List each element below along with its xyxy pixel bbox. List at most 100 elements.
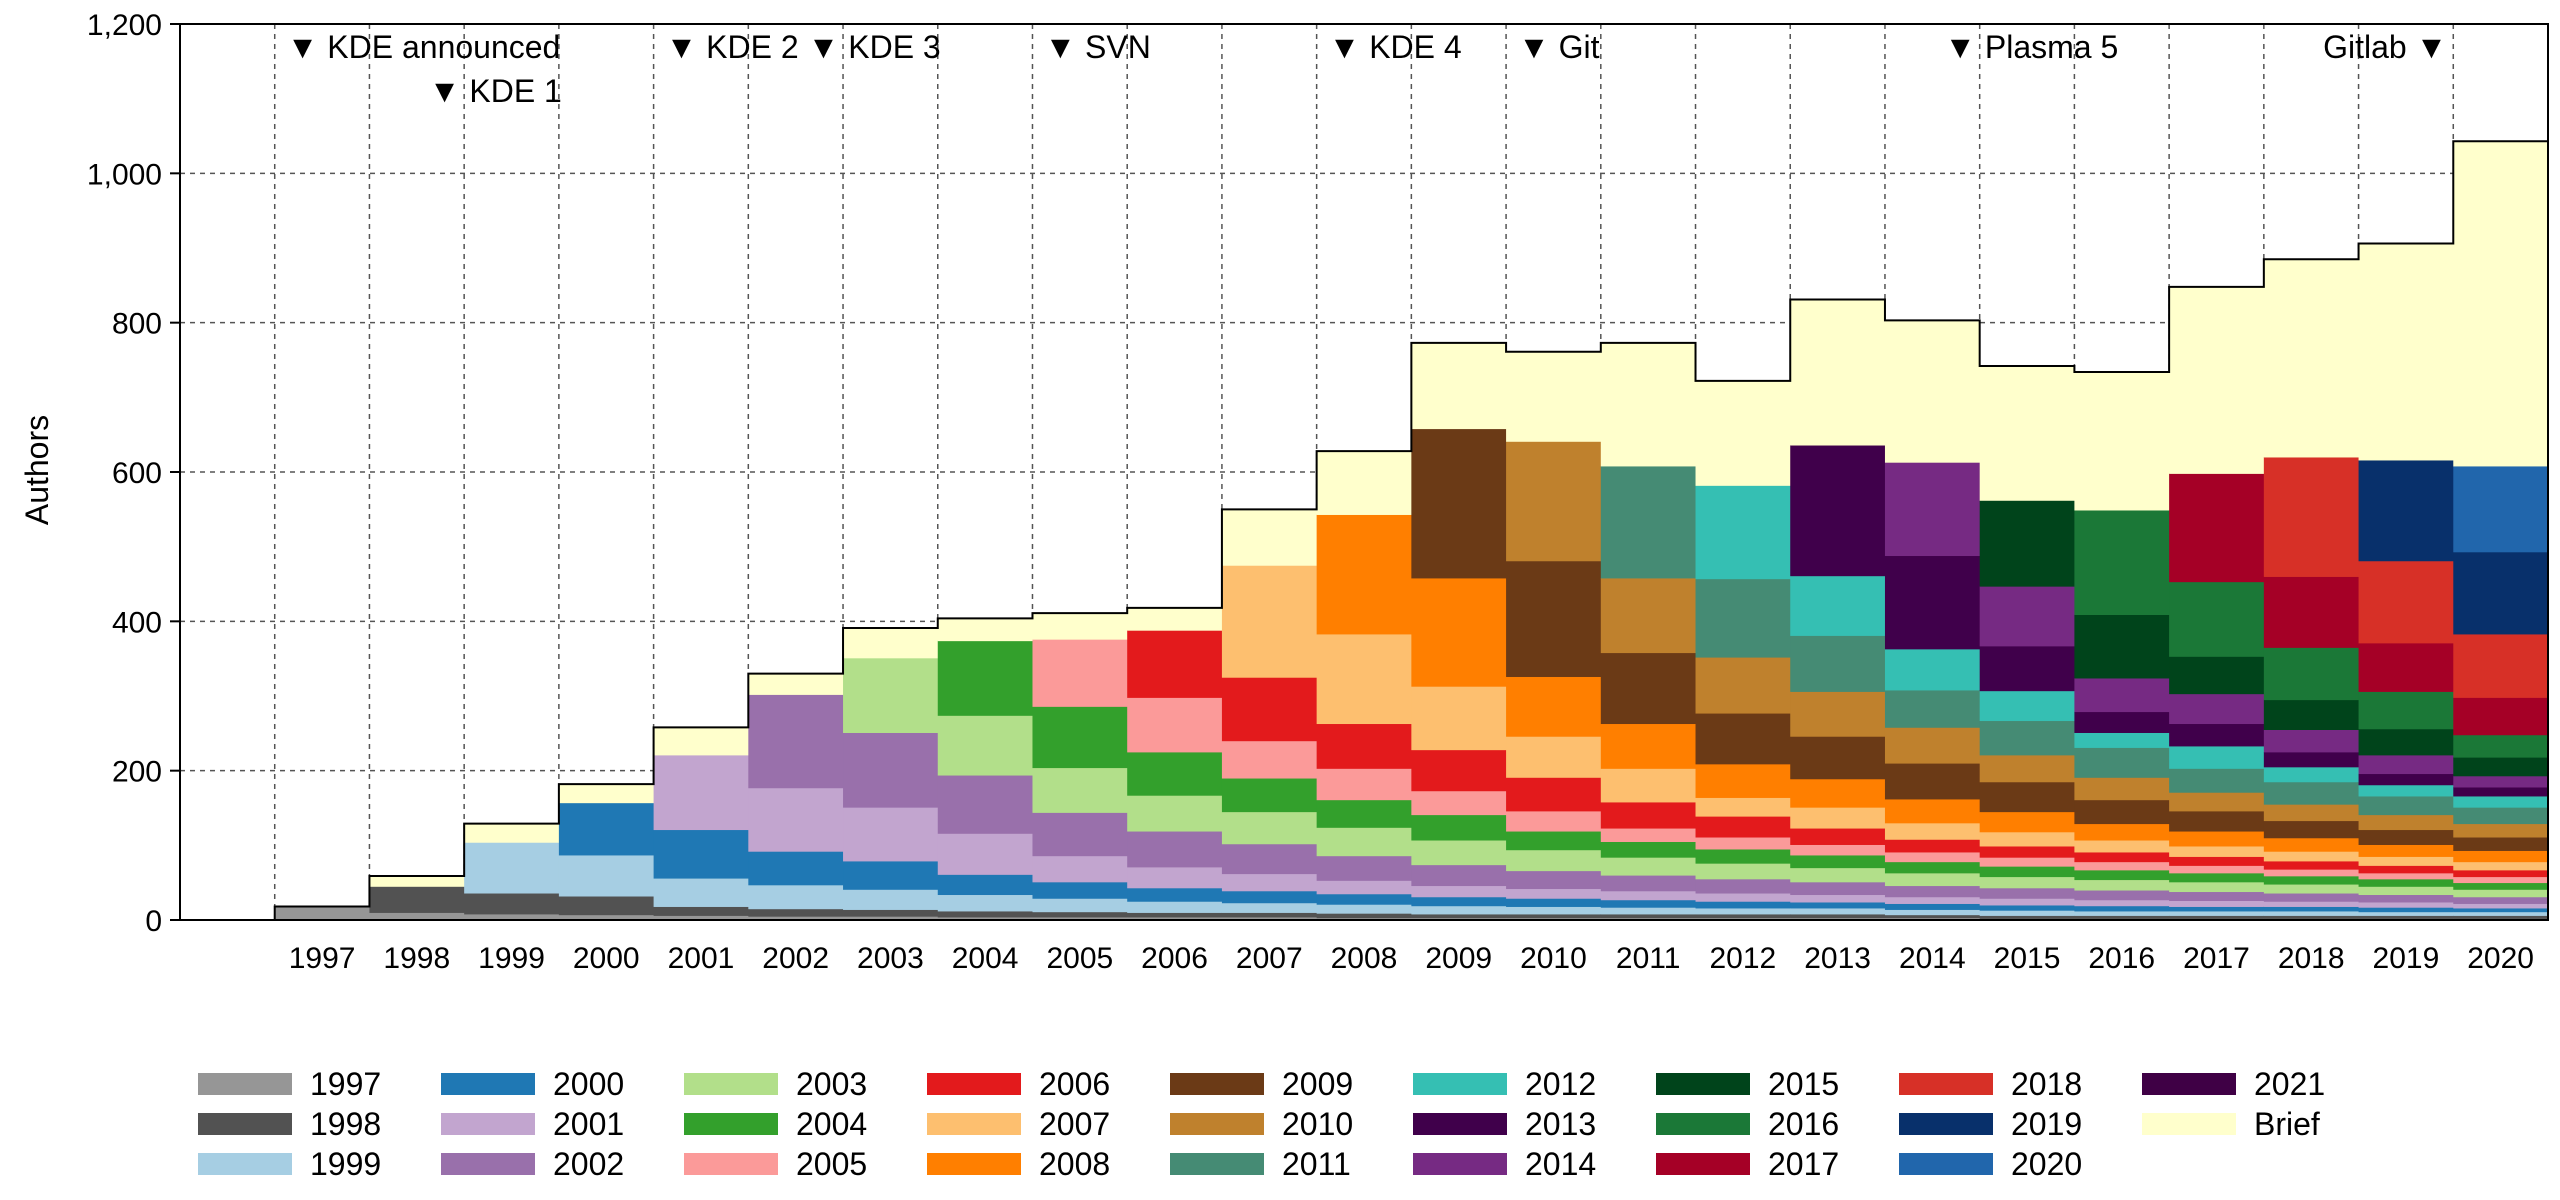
bar-segment — [2453, 551, 2549, 635]
bar-segment — [1221, 843, 1318, 875]
legend-swatch — [2142, 1073, 2236, 1095]
bar-segment — [937, 715, 1034, 776]
bar-segment — [1032, 613, 1128, 640]
bar-segment — [1506, 898, 1602, 907]
bar-segment — [2358, 728, 2454, 756]
bar-segment — [937, 640, 1034, 716]
bar-segment — [1411, 342, 1507, 430]
bar-segment — [653, 878, 749, 907]
bar-segment — [558, 896, 655, 916]
x-tick-label: 2003 — [857, 942, 924, 975]
x-tick-label: 2014 — [1899, 942, 1966, 975]
bar-segment — [1790, 445, 1886, 577]
legend-swatch — [198, 1073, 292, 1095]
bar-segment — [2169, 831, 2265, 847]
bar-segment — [2074, 732, 2170, 748]
legend-swatch — [1170, 1113, 1264, 1135]
bar-segment — [1884, 822, 1981, 840]
annotation-label: ▼ KDE 4 — [1329, 29, 1462, 65]
bar-segment — [1506, 676, 1602, 737]
bar-segment — [1127, 901, 1223, 913]
annotations: ▼ KDE announced ▼ KDE 1 ▼ KDE 2 ▼ KDE 3 ▼ SV… — [287, 29, 2448, 109]
legend-swatch — [441, 1153, 535, 1175]
bar-segment — [1979, 720, 2075, 756]
legend-label: 2013 — [1525, 1106, 1596, 1142]
x-tick-label: 2009 — [1425, 942, 1492, 975]
bar-segment — [653, 727, 749, 756]
bar-segment — [369, 912, 465, 921]
annotation-label: Gitlab ▼ — [2323, 29, 2447, 65]
bar-segment — [1316, 913, 1412, 919]
bar-segment — [1411, 686, 1507, 751]
bar-segment — [1411, 905, 1507, 915]
x-tick-label: 2012 — [1710, 942, 1777, 975]
bar-segment — [1316, 904, 1412, 914]
x-tick-label: 2020 — [2467, 942, 2534, 975]
bar-segment — [1221, 902, 1318, 913]
bar-segment — [1600, 768, 1697, 803]
bar-segment — [1127, 866, 1223, 889]
bar-segment — [2453, 896, 2549, 904]
bar-segment — [748, 908, 844, 917]
bar-segment — [2074, 899, 2170, 907]
x-tick-label: 2000 — [573, 942, 640, 975]
bar-segment — [1790, 855, 1886, 869]
bar-segment — [1979, 876, 2075, 889]
bar-segment — [2074, 890, 2170, 901]
bar-segment — [1127, 887, 1223, 902]
bar-segment — [2074, 915, 2170, 919]
bar-segment — [2169, 872, 2265, 883]
legend-label: 2002 — [553, 1146, 624, 1182]
bar-segment — [558, 802, 655, 856]
bar-segment — [1411, 885, 1507, 898]
bar-segment — [2169, 473, 2265, 583]
bar-segment — [2358, 560, 2454, 644]
bar-segment — [843, 628, 939, 659]
y-tick-label: 400 — [112, 606, 162, 639]
legend-swatch — [1656, 1153, 1750, 1175]
bar-segment — [2358, 784, 2454, 797]
legend-swatch — [1170, 1153, 1264, 1175]
bar-segment — [1127, 917, 1223, 921]
bar-segment — [1411, 790, 1507, 816]
bar-segment — [1600, 841, 1697, 858]
x-tick-label: 2004 — [952, 942, 1019, 975]
bar-segment — [1221, 778, 1318, 813]
bar-segment — [2358, 856, 2454, 866]
x-tick-label: 2011 — [1616, 942, 1681, 975]
bar-segment — [1411, 428, 1507, 579]
bar-segment — [748, 916, 844, 921]
bar-segment — [2453, 787, 2549, 797]
bar-segment — [1316, 799, 1412, 828]
bar-segment — [2074, 905, 2170, 912]
bar-segment — [1032, 898, 1128, 913]
legend-swatch — [1656, 1073, 1750, 1095]
bar-segment — [2358, 907, 2454, 913]
bar-segment — [558, 784, 655, 804]
y-tick-label: 1,200 — [87, 9, 162, 42]
bar-segment — [1411, 896, 1507, 907]
legend-label: 2000 — [553, 1066, 624, 1102]
bar-segment — [1032, 911, 1128, 918]
x-tick-label: 2007 — [1236, 942, 1303, 975]
legend-label: 1998 — [310, 1106, 381, 1142]
bar-segment — [2169, 856, 2265, 866]
bar-segment — [2358, 773, 2454, 786]
bar-segment — [2169, 768, 2265, 793]
bar-segment — [748, 851, 844, 886]
bar-segment — [1790, 778, 1886, 808]
bar-segment — [2169, 693, 2265, 725]
bar-segment — [2074, 747, 2170, 778]
bar-segment — [1884, 914, 1981, 919]
bar-segment — [2074, 510, 2170, 616]
bar-segment — [1695, 578, 1791, 658]
legend-swatch — [684, 1073, 778, 1095]
bar-segment — [2358, 872, 2454, 880]
bar-segment — [2169, 792, 2265, 812]
bar-segment — [2263, 893, 2360, 902]
bar-segment — [937, 775, 1034, 834]
y-tick-label: 800 — [112, 308, 162, 341]
bar-segment — [2169, 286, 2265, 474]
legend-label: 2012 — [1525, 1066, 1596, 1102]
